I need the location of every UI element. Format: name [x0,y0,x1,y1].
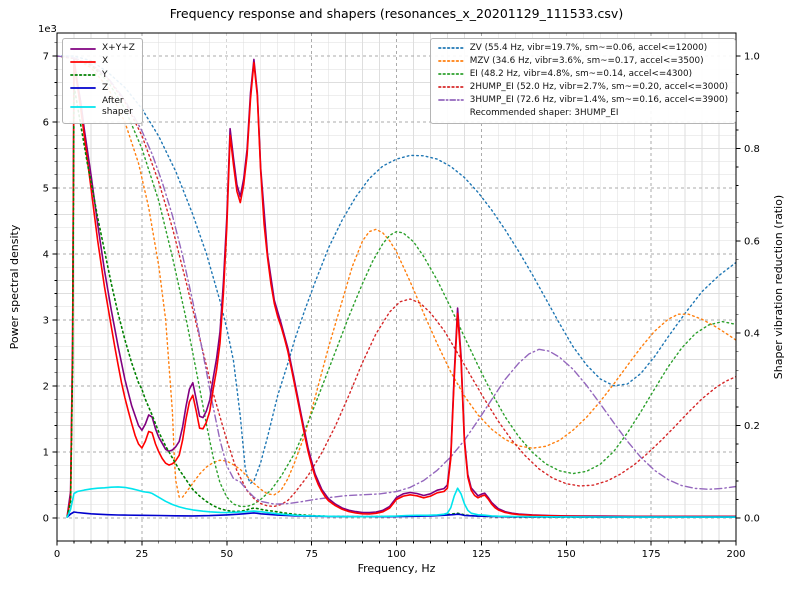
legend-item-x-y-z: X+Y+Z [70,43,135,54]
legend-line-sample [70,74,96,77]
legend-line-sample [70,47,96,50]
curves [57,55,736,519]
grid-minor [57,33,736,541]
x-tick-label: 125 [472,549,491,560]
legend-blank-sample [438,108,464,118]
legend-item-x: X [70,56,135,67]
legend-label: 3HUMP_EI (72.6 Hz, vibr=1.4%, sm~=0.16, … [469,94,728,105]
series-After-shaper [66,486,736,519]
y-axis-label-left: Power spectral density [8,224,21,350]
y-left-tick-label: 3 [43,315,49,326]
y-right-tick-label: 0.0 [744,513,760,524]
chart-title: Frequency response and shapers (resonanc… [169,6,624,21]
legend-label: X [102,56,109,67]
x-axis-label: Frequency, Hz [357,562,436,575]
legend-label: X+Y+Z [102,43,135,53]
y-left-tick-label: 0 [43,513,49,524]
shaper-legend: ZV (55.4 Hz, vibr=19.7%, sm~=0.06, accel… [429,38,736,124]
legend-item-y: Y [70,70,135,81]
series-EI [57,55,736,508]
x-tick-label: 150 [557,549,576,560]
y-left-tick-label: 7 [43,52,49,63]
legend-item-z: Z [70,83,135,94]
legend-line-sample [437,73,464,76]
x-tick-label: 0 [54,549,60,560]
psd-legend: X+Y+Z X Y Z After shaper [62,38,143,124]
x-tick-label: 25 [136,549,149,560]
x-tick-label: 100 [387,549,406,560]
tick-labels: 0 25 50 75 100 125 150 175 200 0 1 2 3 4 5 6 7 0.0 0.2 0.4 0… [43,52,760,560]
legend-label: Y [102,69,108,80]
legend-label: EI (48.2 Hz, vibr=4.8%, sm~=0.14, accel<… [469,68,693,79]
series-3HUMP-EI [57,55,736,505]
x-tick-label: 175 [642,549,661,560]
y-left-tick-label: 2 [43,381,49,392]
y-right-tick-label: 0.4 [744,329,760,340]
legend-label: ZV (55.4 Hz, vibr=19.7%, sm~=0.06, accel… [469,43,708,53]
legend-line-sample [437,47,464,50]
y-left-tick-label: 5 [43,184,49,195]
series-X [66,61,736,518]
y-right-tick-label: 0.2 [744,421,760,432]
legend-line-sample [437,99,464,102]
x-tick-label: 75 [305,549,318,560]
legend-label: After shaper [102,96,133,118]
legend-line-sample [70,106,96,109]
legend-line-sample [437,60,464,63]
series-Z [66,511,736,519]
y-left-tick-label: 1 [43,447,49,458]
y-left-tick-label: 4 [43,250,49,261]
legend-recommended-shaper: Recommended shaper: 3HUMP_EI [438,108,728,119]
legend-label: Z [102,82,109,93]
legend-line-sample [70,87,96,90]
series-Y [66,85,736,519]
legend-label: 2HUMP_EI (52.0 Hz, vibr=2.7%, sm~=0.20, … [469,81,728,92]
legend-item-mzv: MZV (34.6 Hz, vibr=3.6%, sm~=0.17, accel… [437,55,728,67]
y-right-tick-label: 0.6 [744,236,760,247]
legend-item-zv: ZV (55.4 Hz, vibr=19.7%, sm~=0.06, accel… [437,43,728,54]
legend-item-2hump-ei: 2HUMP_EI (52.0 Hz, vibr=2.7%, sm~=0.20, … [437,81,728,93]
legend-item-3hump-ei: 3HUMP_EI (72.6 Hz, vibr=1.4%, sm~=0.16, … [437,94,728,106]
series-MZV [57,55,736,498]
y-right-tick-label: 0.8 [744,144,760,155]
legend-line-sample [437,86,464,89]
y-axis-scale-note: 1e3 [38,24,57,35]
legend-line-sample [70,60,96,63]
legend-item-ei: EI (48.2 Hz, vibr=4.8%, sm~=0.14, accel<… [437,68,728,80]
x-tick-label: 50 [220,549,233,560]
ticks [52,42,741,546]
y-right-tick-label: 1.0 [744,52,760,63]
y-axis-label-right: Shaper vibration reduction (ratio) [772,194,785,380]
legend-label: MZV (34.6 Hz, vibr=3.6%, sm~=0.17, accel… [469,55,704,66]
series-ZV [57,55,736,484]
x-tick-label: 200 [726,549,745,560]
y-left-tick-label: 6 [43,118,49,129]
series-2HUMP-EI [57,55,736,508]
legend-item-after-shaper: After shaper [70,96,135,119]
legend-label: Recommended shaper: 3HUMP_EI [469,107,619,118]
